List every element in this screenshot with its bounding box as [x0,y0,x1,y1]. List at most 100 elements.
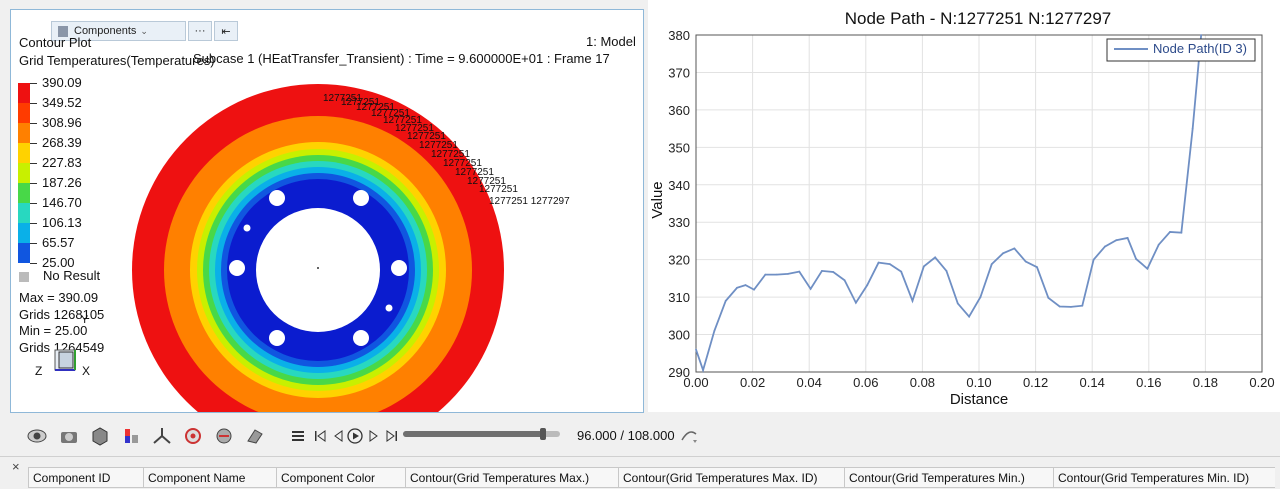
y-tick-label: 310 [668,290,690,305]
first-frame-icon[interactable] [310,426,330,446]
max-grid: Grids 1268105 [19,307,105,322]
disc-center-hole [256,208,380,332]
axis-system-icon[interactable] [152,426,172,446]
data-point [1104,245,1106,248]
legend-tick [30,143,37,144]
data-point [911,299,914,302]
y-tick-label: 360 [668,103,690,118]
data-point [922,265,925,268]
data-point [832,271,835,273]
data-point [1081,304,1084,307]
more-options-button[interactable]: ··· [188,21,212,41]
data-point [843,279,846,282]
svg-text:1277251: 1277251 [479,184,518,195]
play-icon[interactable] [345,426,365,446]
axis-triad[interactable] [49,346,81,376]
previous-frame-icon[interactable] [328,426,348,446]
chevron-down-icon: ⌄ [140,25,148,36]
column-header[interactable]: Contour(Grid Temperatures Min. ID) [1053,467,1275,488]
deform-icon[interactable] [245,426,265,446]
collapse-button[interactable]: ⇤ [214,21,238,41]
legend-tick [30,163,37,164]
legend-swatch [18,83,30,103]
data-point [753,288,755,291]
legend-swatch [18,163,30,183]
section-cut-icon[interactable] [214,426,234,446]
brake-disc-contour: 1277251 1277251 1277251 1277251 1277251 … [132,84,570,412]
svg-text:1277251: 1277251 [371,108,410,119]
eye-icon[interactable] [27,426,47,446]
data-point [1200,34,1203,36]
data-point [1146,267,1149,270]
series-line [695,34,1203,374]
x-tick-label: 0.04 [797,375,822,390]
menu-icon[interactable] [288,426,308,446]
legend-swatch [18,143,30,163]
timeline-slider-handle[interactable] [540,428,546,440]
data-point [736,286,738,289]
contour-legend[interactable]: 390.09 349.52 308.96 268.39 227.83 187.26 146.… [18,75,128,274]
chart-title: Node Path - N:1277251 N:1277297 [845,9,1112,28]
svg-text:1277251: 1277251 [431,149,470,160]
plot-title: Contour Plot [19,35,92,50]
data-point [1070,305,1072,308]
max-value: Max = 390.09 [19,290,99,305]
legend-value: 390.09 [42,75,82,90]
close-table-button[interactable]: × [12,459,20,474]
y-tick-label: 340 [668,178,690,193]
column-header[interactable]: Component Name [143,467,276,488]
data-point [945,270,948,272]
contour-legend-icon[interactable] [121,426,141,446]
y-tick-label: 330 [668,215,690,230]
legend-value: 146.70 [42,195,82,210]
x-tick-label: 0.00 [683,375,708,390]
node-path-chart[interactable]: 0.00 0.02 0.04 0.06 0.08 0.10 0.12 0.14 0.16 0.18… [648,0,1280,412]
data-point [1036,266,1038,269]
data-point [1013,247,1016,250]
y-tick-label: 380 [668,28,690,43]
data-point [1092,258,1095,261]
legend-swatch [18,183,30,203]
svg-text:1277251: 1277251 [323,93,362,104]
time-display: 96.000 / 108.000 [577,428,675,443]
legend-tick [30,223,37,224]
no-result-swatch [19,272,29,282]
cube-icon[interactable] [90,426,110,446]
data-point [1002,252,1004,255]
animation-speed-icon[interactable] [679,426,699,446]
x-tick-label: 0.06 [853,375,878,390]
column-header[interactable]: Contour(Grid Temperatures Max. ID) [618,467,844,488]
legend-tick [30,183,37,184]
svg-text:1277251: 1277251 [356,102,395,113]
x-tick-label: 0.10 [966,375,991,390]
data-point [866,284,869,287]
x-tick-label: 0.08 [910,375,935,390]
last-frame-icon[interactable] [382,426,402,446]
data-point [1058,305,1061,308]
y-tick-label: 320 [668,253,690,268]
legend-swatch [18,103,30,123]
column-header[interactable]: Contour(Grid Temperatures Max.) [405,467,618,488]
animation-toolbar [0,416,1280,456]
data-point [888,263,891,266]
legend-tick [30,83,37,84]
data-point [702,369,704,372]
subcase-info: Subcase 1 (HEatTransfer_Transient) : Tim… [193,51,610,66]
data-point [900,270,903,273]
components-dropdown[interactable]: Components ⌄ [51,21,186,41]
column-header[interactable]: Contour(Grid Temperatures Min.) [844,467,1053,488]
query-icon[interactable] [183,426,203,446]
svg-text:1277251: 1277251 [443,158,482,169]
column-header[interactable]: Component ID [28,467,143,488]
next-frame-icon[interactable] [364,426,384,446]
column-header[interactable]: Component Color [276,467,405,488]
camera-icon[interactable] [59,426,79,446]
data-point [1115,239,1118,242]
timeline-progress [403,431,543,437]
contour-viewport[interactable]: 1277251 1277251 1277251 1277251 1277251 … [10,9,644,413]
legend-value: 227.83 [42,155,82,170]
x-tick-label: 0.02 [740,375,765,390]
components-icon [58,25,68,37]
data-point [979,296,982,299]
data-point [1126,237,1129,239]
